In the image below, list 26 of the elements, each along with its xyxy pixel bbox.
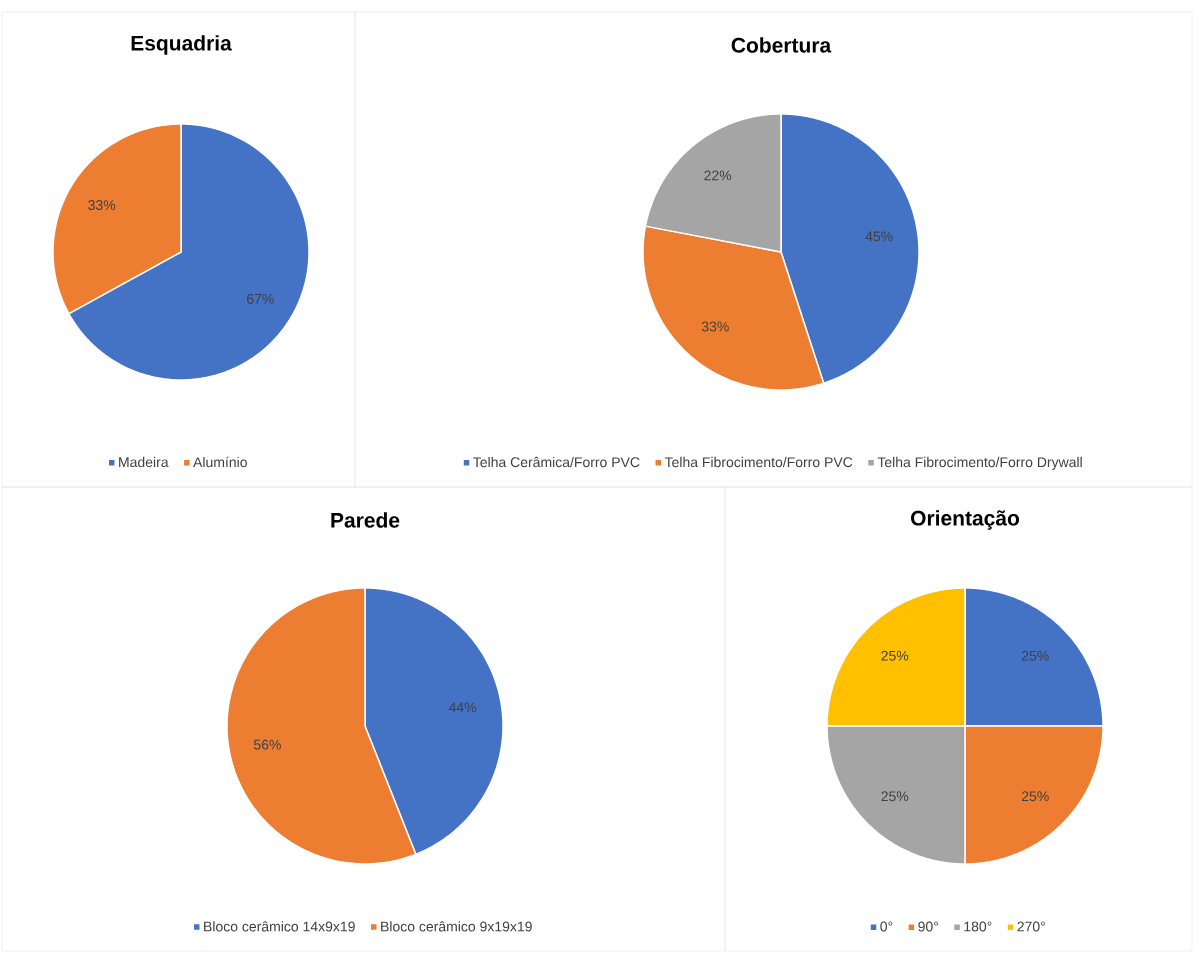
data-label: 56%: [253, 739, 281, 750]
data-label: 44%: [448, 702, 477, 713]
legend-label: Bloco cerâmico 9x19x19: [381, 921, 532, 932]
legend-label: 180°: [964, 921, 992, 932]
legend-label: Madeira: [119, 456, 169, 468]
data-label: 45%: [865, 231, 893, 242]
chart-title: Esquadria: [131, 35, 232, 55]
data-label: 25%: [1021, 650, 1049, 661]
data-label: 22%: [704, 170, 732, 181]
legend-label: Telha Fibrocimento/Forro Drywall: [877, 456, 1082, 470]
data-label: 25%: [881, 650, 909, 661]
chart-title: Orientação: [911, 510, 1020, 530]
legend-label: Telha Fibrocimento/Forro PVC: [664, 456, 853, 468]
data-label: 67%: [247, 293, 274, 304]
legend-label: 0°: [880, 921, 893, 932]
legend-label: 270°: [1017, 921, 1045, 932]
chart-title: Cobertura: [731, 37, 832, 53]
data-label: 33%: [701, 321, 729, 332]
chart-title: Parede: [331, 512, 400, 528]
legend-label: Alumínio: [193, 456, 247, 468]
legend-label: Bloco cerâmico 14x9x19: [204, 921, 355, 932]
data-label: 25%: [881, 791, 909, 802]
legend-label: Telha Cerâmica/Forro PVC: [473, 456, 640, 468]
data-label: 25%: [1021, 791, 1049, 802]
legend-label: 90°: [918, 921, 938, 932]
data-label: 33%: [88, 200, 116, 211]
